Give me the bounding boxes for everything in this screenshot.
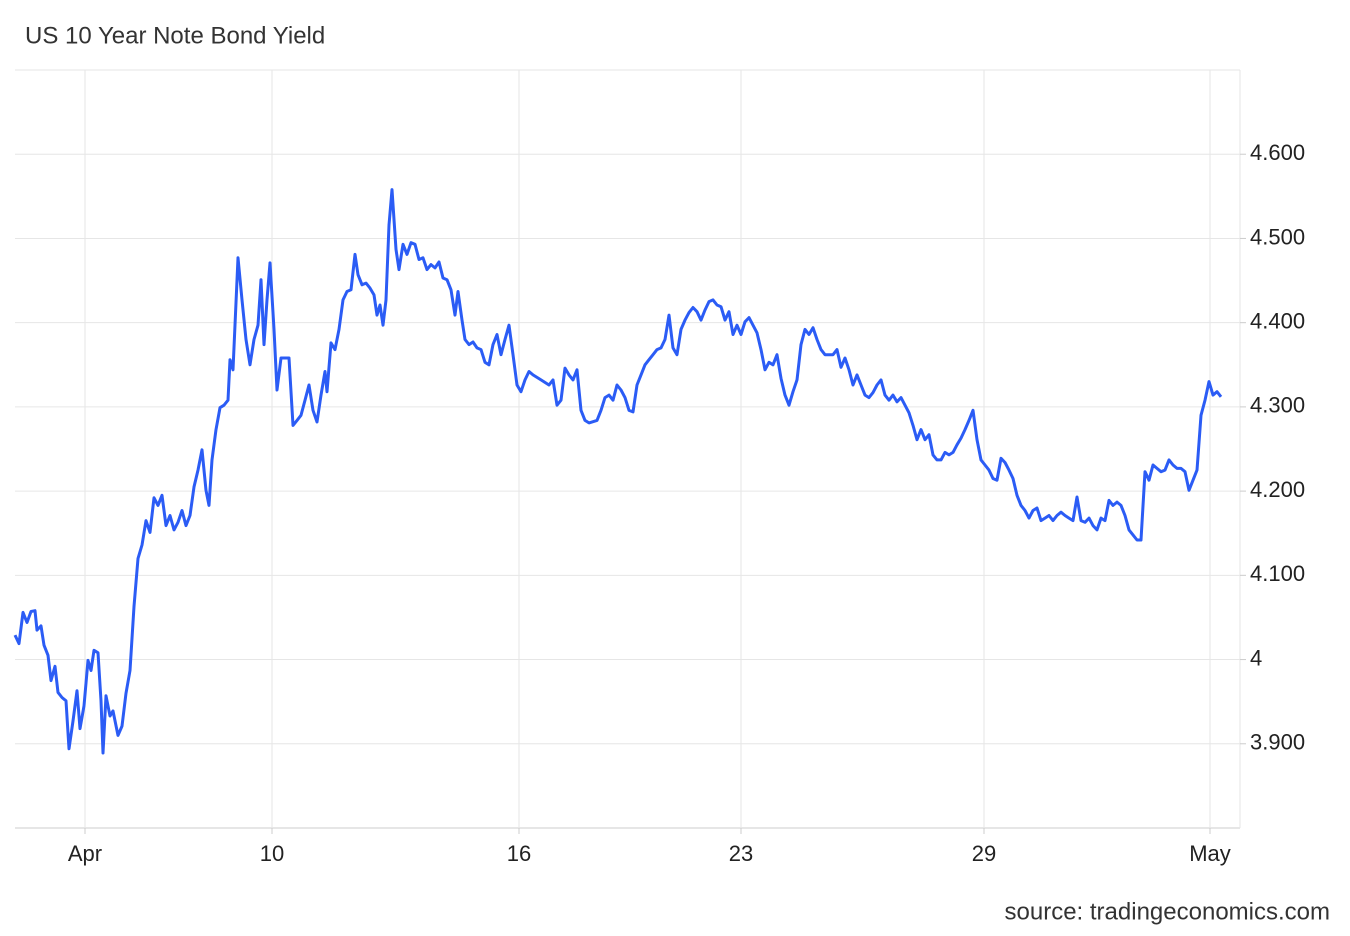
source: source: tradingeconomics.com (1005, 898, 1330, 925)
chart-title: US 10 Year Note Bond Yield (25, 22, 325, 49)
x-tick-label: 16 (507, 841, 531, 866)
y-tick-label: 4.500 (1250, 224, 1305, 249)
x-tick-label: 10 (260, 841, 284, 866)
y-tick-label: 4.300 (1250, 393, 1305, 418)
x-tick-label: Apr (68, 841, 102, 866)
y-tick-label: 4.400 (1250, 308, 1305, 333)
y-tick-label: 4.100 (1250, 561, 1305, 586)
x-tick-label: 23 (729, 841, 753, 866)
x-tick-label: 29 (972, 841, 996, 866)
y-tick-label: 4 (1250, 645, 1262, 670)
x-tick-label: May (1189, 841, 1231, 866)
y-tick-label: 4.600 (1250, 140, 1305, 165)
y-tick-label: 3.900 (1250, 730, 1305, 755)
yield-line (13, 188, 1223, 755)
y-tick-label: 4.200 (1250, 477, 1305, 502)
